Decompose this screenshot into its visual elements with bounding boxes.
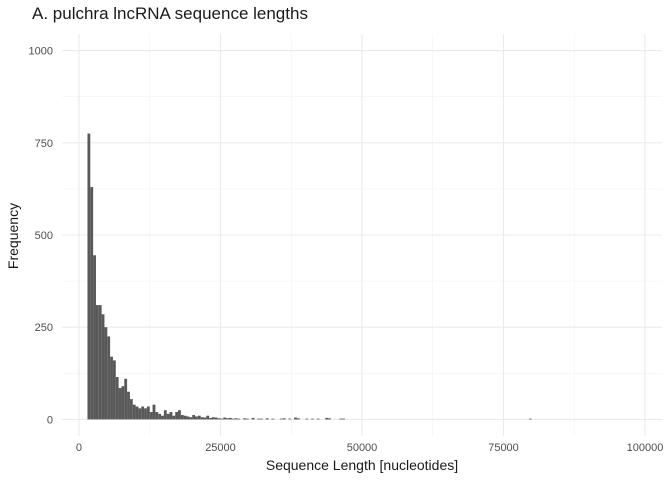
x-tick-label: 50000	[347, 442, 378, 454]
histogram-bar	[104, 327, 108, 420]
histogram-bar	[180, 414, 184, 420]
histogram-bar	[121, 386, 125, 420]
histogram-bar	[296, 418, 300, 420]
y-tick-label: 750	[35, 138, 53, 150]
histogram-bar	[245, 418, 249, 420]
histogram-bar	[203, 417, 207, 420]
histogram-bar	[243, 418, 246, 420]
histogram-bar	[169, 412, 173, 420]
histogram-bar	[257, 418, 261, 420]
histogram-bar	[107, 336, 111, 420]
histogram-bar	[305, 418, 309, 420]
x-axis-title: Sequence Length [nucleotides]	[265, 457, 459, 473]
histogram-bar	[158, 413, 162, 420]
histogram-bar	[101, 314, 105, 420]
chart-title: A. pulchra lncRNA sequence lengths	[32, 4, 308, 23]
histogram-bar	[195, 416, 198, 420]
histogram-bar	[209, 417, 212, 420]
x-tick-label: 25000	[205, 442, 236, 454]
histogram-bar	[166, 413, 170, 420]
x-tick-label: 0	[76, 442, 82, 454]
histogram-bar	[342, 418, 346, 420]
histogram-bar	[260, 418, 263, 420]
histogram-bar	[217, 418, 221, 420]
histogram-bar	[129, 399, 133, 420]
histogram-bar	[115, 376, 119, 420]
histogram-bar	[251, 417, 255, 420]
histogram-bar	[212, 417, 215, 420]
histogram-bar	[112, 360, 116, 420]
histogram-bar	[234, 418, 238, 420]
histogram-bar	[316, 418, 320, 420]
histogram-bar	[183, 415, 187, 420]
histogram-bar	[288, 418, 292, 420]
histogram-bar	[124, 378, 128, 420]
histogram-bar	[271, 418, 275, 420]
histogram-bar	[189, 417, 193, 420]
histogram-bar	[226, 418, 229, 420]
x-tick-label: 75000	[488, 442, 519, 454]
y-tick-label: 250	[35, 322, 53, 334]
histogram-bar	[192, 414, 196, 420]
y-tick-label: 500	[35, 230, 53, 242]
histogram-bar	[87, 133, 91, 420]
histogram-bar	[146, 406, 150, 420]
histogram-bar	[172, 415, 176, 420]
histogram-bar	[161, 415, 164, 420]
histogram-bar	[90, 187, 94, 420]
histogram-bar	[339, 418, 343, 420]
histogram-bar	[200, 417, 204, 420]
histogram-bar	[528, 418, 532, 420]
histogram-bar	[294, 417, 297, 420]
histogram-bar	[149, 412, 153, 420]
histogram-bar	[231, 418, 235, 420]
histogram-bar	[214, 417, 218, 420]
histogram-bar	[144, 408, 147, 420]
histogram-bar	[93, 255, 96, 420]
histogram-bar	[98, 305, 102, 420]
histogram-bar	[132, 404, 136, 420]
histogram-bar	[328, 418, 331, 420]
histogram-bar	[279, 418, 283, 420]
histogram-bar	[138, 408, 142, 420]
histogram-bar	[282, 418, 286, 420]
histogram-bar	[141, 406, 145, 420]
y-axis-title: Frequency	[5, 202, 21, 270]
histogram-bar	[178, 410, 181, 420]
histogram-bar	[110, 356, 113, 420]
histogram-bar	[186, 416, 190, 420]
y-tick-label: 1000	[29, 46, 53, 58]
histogram-bar	[175, 412, 179, 420]
histogram-bar	[135, 406, 139, 420]
histogram-bar	[228, 417, 232, 420]
x-tick-label: 100000	[627, 442, 664, 454]
histogram-bar	[118, 388, 122, 420]
histogram-bar	[152, 404, 156, 420]
histogram-bar	[197, 415, 201, 420]
histogram-bar	[265, 418, 269, 420]
histogram-bar	[220, 418, 224, 420]
histogram-bar	[127, 391, 130, 420]
histogram-bar	[237, 418, 241, 420]
histogram-bar	[325, 417, 329, 420]
histogram-bar	[95, 305, 99, 420]
histogram-bar	[206, 415, 210, 420]
histogram-bar	[223, 417, 227, 420]
histogram-bar	[311, 418, 314, 420]
histogram-bar	[163, 410, 167, 420]
histogram-bar	[155, 412, 159, 420]
y-tick-label: 0	[47, 414, 53, 426]
